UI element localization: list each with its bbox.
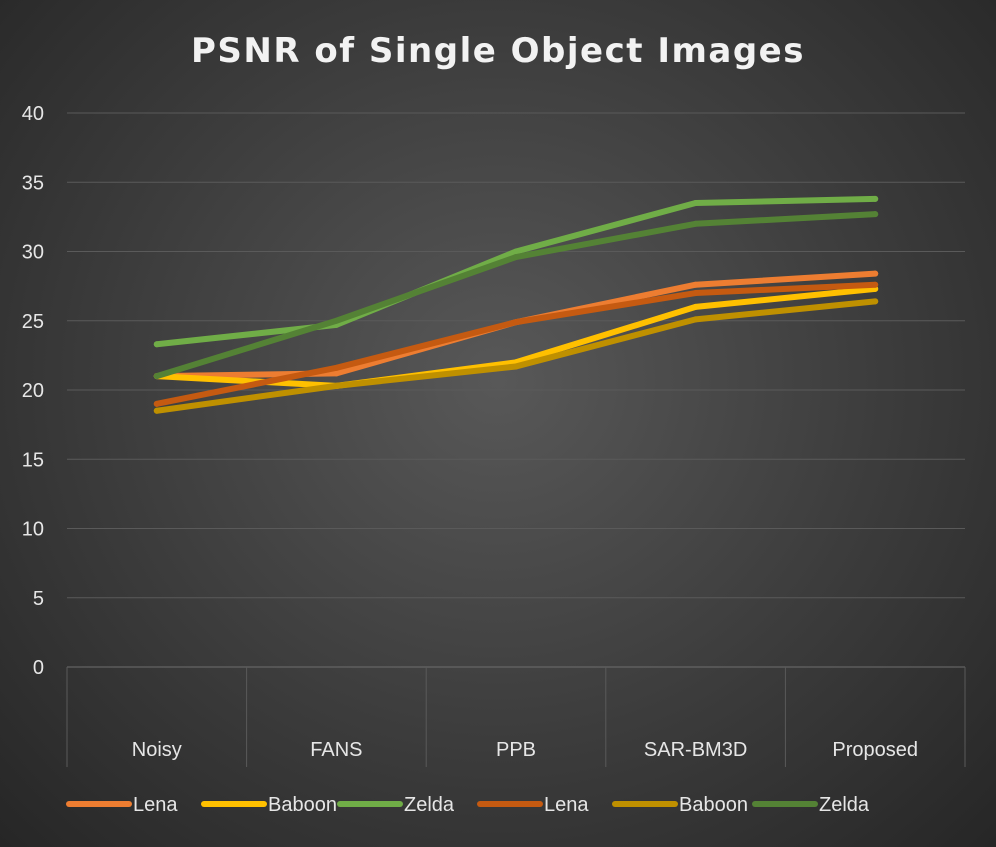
legend: Lena Baboon Zelda Lena Baboon Zelda	[66, 794, 870, 816]
series-line-5	[153, 298, 879, 414]
legend-label: Baboon	[679, 794, 748, 816]
y-tick-label: 20	[22, 380, 44, 402]
data-point	[692, 200, 699, 207]
legend-label: Baboon	[268, 794, 337, 816]
data-point	[333, 382, 340, 389]
data-point	[872, 281, 879, 288]
data-point	[692, 290, 699, 297]
data-point	[692, 316, 699, 323]
y-tick-label: 35	[22, 172, 44, 194]
y-axis-ticks: 0 5 10 15 20 25 30 35 40	[22, 103, 44, 679]
x-tick-label: Noisy	[132, 739, 182, 761]
data-point	[513, 254, 519, 261]
legend-item: Lena	[66, 794, 178, 816]
data-point	[513, 363, 519, 370]
data-point	[153, 341, 160, 348]
legend-item: Lena	[477, 794, 589, 816]
series-lines	[153, 195, 879, 414]
data-point	[872, 298, 879, 305]
legend-item: Zelda	[337, 794, 455, 816]
data-point	[153, 407, 160, 414]
x-tick-label: Proposed	[832, 739, 918, 761]
series-line-6	[153, 211, 879, 380]
data-point	[153, 373, 160, 380]
legend-item: Baboon	[201, 794, 337, 816]
data-point	[872, 195, 879, 202]
data-point	[513, 319, 519, 326]
legend-label: Zelda	[404, 794, 455, 816]
x-axis-categories: Noisy FANS PPB SAR-BM3D Proposed	[132, 739, 918, 761]
series-line-2	[153, 285, 879, 389]
y-tick-label: 0	[33, 657, 44, 679]
data-point	[872, 270, 879, 277]
data-point	[872, 211, 879, 218]
data-point	[333, 317, 340, 324]
data-point	[513, 248, 519, 255]
legend-item: Zelda	[752, 794, 870, 816]
legend-label: Zelda	[819, 794, 870, 816]
legend-label: Lena	[133, 794, 178, 816]
data-point	[692, 303, 699, 310]
gridlines	[66, 112, 966, 767]
data-point	[692, 281, 699, 288]
legend-label: Lena	[544, 794, 589, 816]
x-tick-label: SAR-BM3D	[644, 739, 747, 761]
y-tick-label: 15	[22, 449, 44, 471]
y-tick-label: 25	[22, 311, 44, 333]
chart-title: PSNR of Single Object Images	[191, 31, 805, 71]
data-point	[692, 220, 699, 227]
x-tick-label: PPB	[496, 739, 536, 761]
data-point	[333, 370, 340, 377]
legend-item: Baboon	[612, 794, 748, 816]
x-tick-label: FANS	[310, 739, 362, 761]
y-tick-label: 40	[22, 103, 44, 125]
y-tick-label: 30	[22, 242, 44, 264]
y-tick-label: 10	[22, 519, 44, 541]
data-point	[333, 364, 340, 371]
y-tick-label: 5	[33, 588, 44, 610]
data-point	[153, 400, 160, 407]
